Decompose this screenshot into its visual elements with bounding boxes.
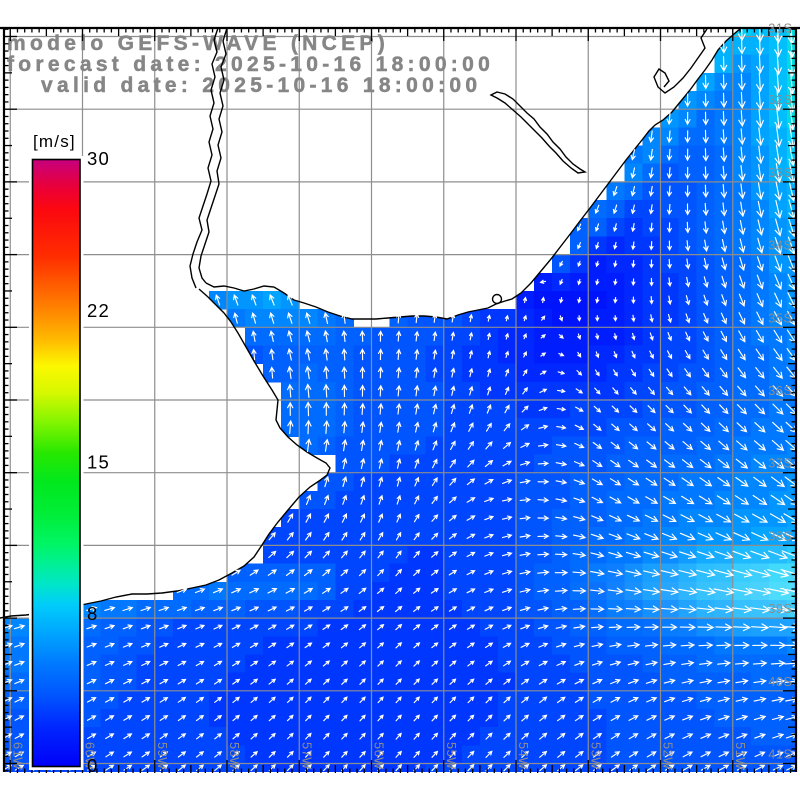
- svg-text:forecast date: 2025-10-16 18:0: forecast date: 2025-10-16 18:00:00: [7, 53, 494, 76]
- svg-text:54W: 54W: [516, 742, 531, 770]
- svg-text:30: 30: [87, 148, 110, 169]
- svg-text:32S: 32S: [768, 92, 792, 107]
- svg-text:51W: 51W: [733, 742, 748, 770]
- svg-text:37S: 37S: [768, 456, 792, 471]
- svg-text:modelo GEFS-WAVE (NCEP): modelo GEFS-WAVE (NCEP): [7, 32, 389, 55]
- svg-text:0: 0: [87, 755, 99, 776]
- svg-text:39S: 39S: [768, 601, 792, 616]
- svg-text:36S: 36S: [768, 383, 792, 398]
- svg-text:59W: 59W: [155, 742, 170, 770]
- svg-text:41S: 41S: [768, 747, 792, 762]
- svg-text:56W: 56W: [372, 742, 387, 770]
- svg-text:53W: 53W: [589, 742, 604, 770]
- svg-text:35S: 35S: [768, 310, 792, 325]
- svg-text:40S: 40S: [768, 674, 792, 689]
- svg-text:52W: 52W: [661, 742, 676, 770]
- svg-text:8: 8: [87, 603, 99, 624]
- svg-text:22: 22: [87, 300, 110, 321]
- svg-text:38S: 38S: [768, 528, 792, 543]
- svg-text:57W: 57W: [299, 742, 314, 770]
- svg-text:33S: 33S: [768, 165, 792, 180]
- svg-text:55W: 55W: [444, 742, 459, 770]
- svg-text:valid date: 2025-10-16 18:00:0: valid date: 2025-10-16 18:00:00: [41, 74, 481, 97]
- svg-text:61W: 61W: [10, 742, 25, 770]
- svg-text:58W: 58W: [227, 742, 242, 770]
- svg-text:31S: 31S: [768, 21, 792, 36]
- svg-text:60W: 60W: [83, 742, 98, 770]
- svg-text:34S: 34S: [768, 238, 792, 253]
- svg-text:15: 15: [87, 452, 110, 473]
- svg-text:[m/s]: [m/s]: [33, 132, 76, 151]
